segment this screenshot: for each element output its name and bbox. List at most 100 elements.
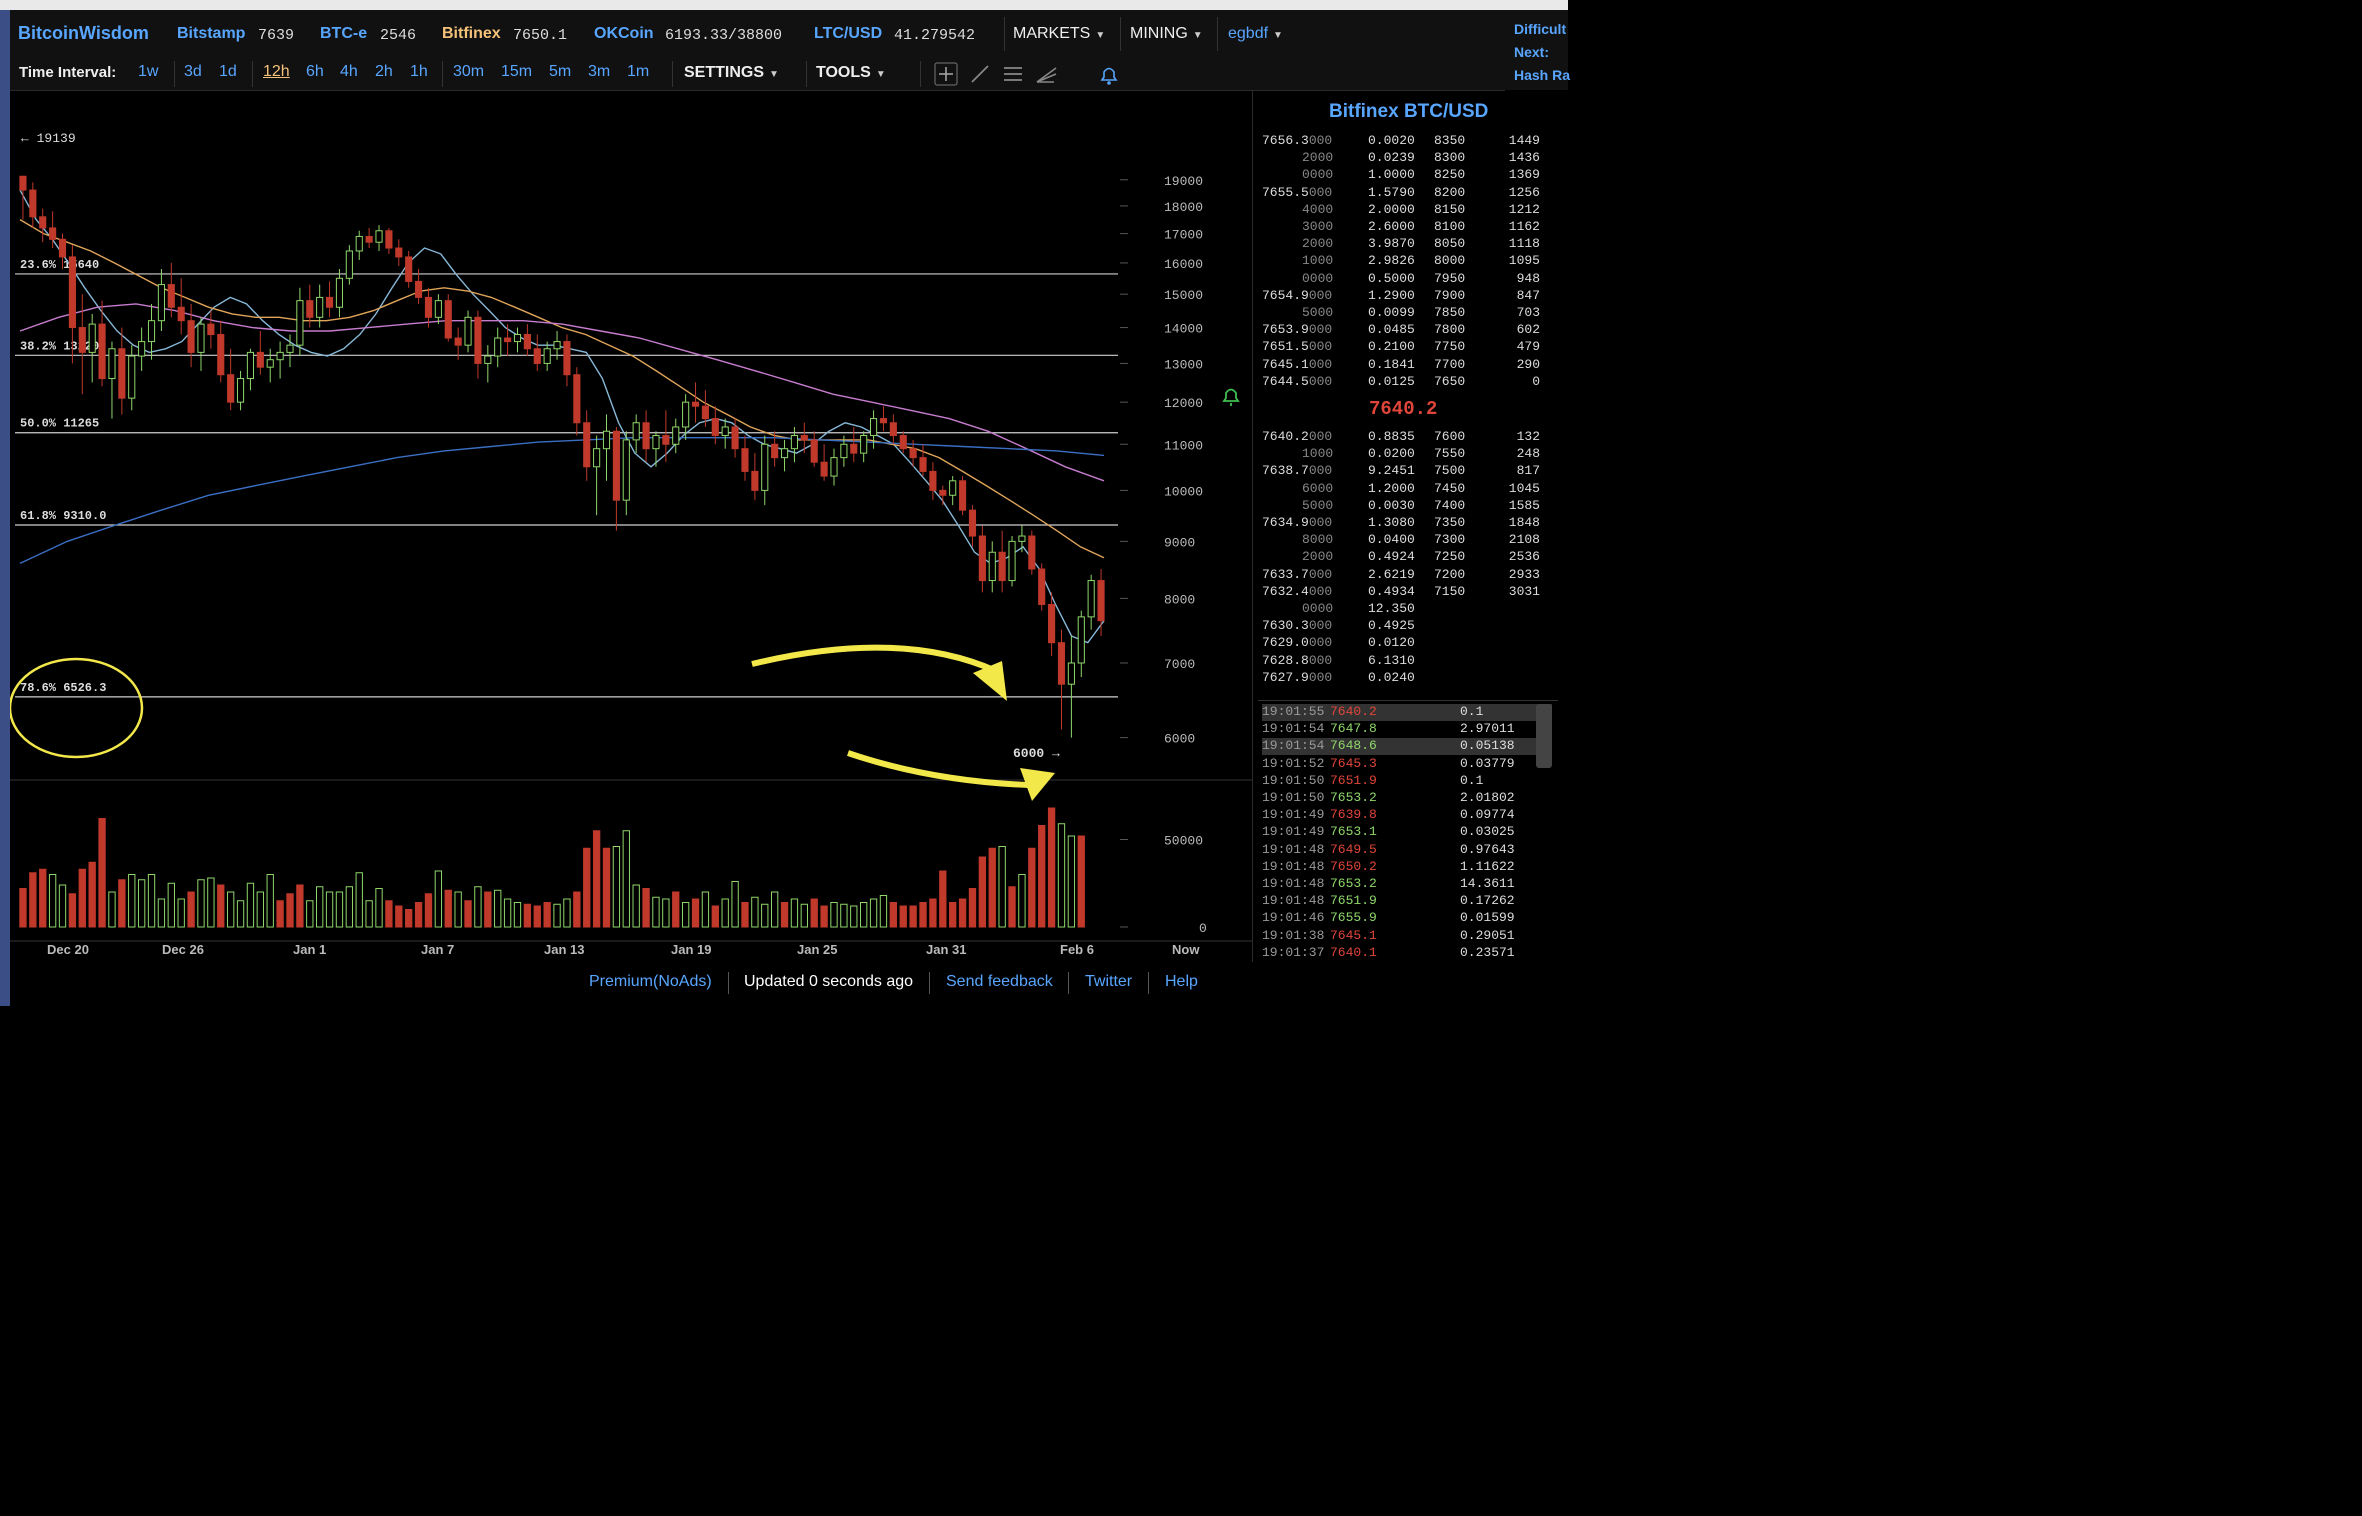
twitter-link[interactable]: Twitter: [1085, 973, 1133, 990]
interval-3d[interactable]: 3d: [184, 63, 202, 80]
interval-3m[interactable]: 3m: [588, 63, 611, 80]
orderbook-row[interactable]: 2000 3.9870 8050 1118: [1262, 236, 1542, 252]
candle-body: [1008, 540, 1016, 582]
exchange-okcoin-name[interactable]: OKCoin: [594, 25, 654, 42]
help-link[interactable]: Help: [1165, 973, 1198, 990]
orderbook-row[interactable]: 0000 0.5000 7950 948: [1262, 271, 1542, 287]
volume-bar: [1067, 835, 1076, 928]
orderbook-row[interactable]: 2000 0.0239 8300 1436: [1262, 150, 1542, 166]
line-tool-icon[interactable]: [971, 65, 989, 83]
volume-bar: [879, 895, 888, 928]
exchange-ltcusd-name[interactable]: LTC/USD: [814, 25, 883, 42]
difficulty-panel: [1505, 10, 1568, 90]
orderbook-row[interactable]: 0000 1.0000 8250 1369: [1262, 167, 1542, 183]
candle-body: [672, 426, 680, 445]
orderbook-row[interactable]: 2000 0.4924 7250 2536: [1262, 549, 1542, 565]
orderbook-row[interactable]: 4000 2.0000 8150 1212: [1262, 202, 1542, 218]
crosshair-icon[interactable]: [934, 62, 958, 86]
orderbook-row[interactable]: 8000 0.0400 7300 2108: [1262, 532, 1542, 548]
trade-row: 19:01:49 7653.1 0.03025: [1262, 824, 1552, 841]
volume-bar: [266, 874, 274, 928]
orderbook-price: 7627.9000: [1262, 670, 1332, 685]
user-menu[interactable]: egbdf ▼: [1228, 25, 1283, 42]
orderbook-row[interactable]: 3000 2.6000 8100 1162: [1262, 219, 1542, 235]
interval-1m[interactable]: 1m: [627, 63, 650, 80]
orderbook-row[interactable]: 5000 0.0030 7400 1585: [1262, 498, 1542, 514]
exchange-btce-name[interactable]: BTC-e: [320, 25, 368, 42]
price-chart[interactable]: 23.6% 15640 38.2% 13220 50.0% 11265 61.8% 9…: [10, 91, 1252, 962]
feedback-link[interactable]: Send feedback: [946, 973, 1053, 990]
interval-divider: [252, 61, 253, 87]
orderbook-row[interactable]: 7627.9000 0.0240: [1262, 670, 1542, 686]
trade-price: 7639.8: [1330, 807, 1377, 823]
depth-price-level: 7450: [1434, 480, 1466, 496]
interval-2h[interactable]: 2h: [375, 63, 393, 80]
interval-1w[interactable]: 1w: [138, 63, 159, 80]
markets-menu[interactable]: MARKETS ▼: [1013, 25, 1106, 42]
trade-row: 19:01:48 7651.9 0.17262: [1262, 893, 1552, 910]
orderbook-row[interactable]: 7638.7000 9.2451 7500 817: [1262, 463, 1542, 479]
volume-bar: [978, 856, 987, 928]
x-tick-label: Dec 20: [47, 942, 89, 957]
settings-menu[interactable]: SETTINGS ▼: [684, 64, 779, 81]
orderbook-row[interactable]: 7653.9000 0.0485 7800 602: [1262, 322, 1542, 338]
volume-bar: [721, 898, 729, 928]
orderbook-row[interactable]: 7651.5000 0.2100 7750 479: [1262, 339, 1542, 355]
interval-1h[interactable]: 1h: [410, 63, 428, 80]
orderbook-amount: 1.2900: [1368, 287, 1415, 303]
orderbook-row[interactable]: 7632.4000 0.4934 7150 3031: [1262, 584, 1542, 600]
footer-divider: [728, 972, 729, 994]
orderbook-row[interactable]: 1000 0.0200 7550 248: [1262, 446, 1542, 462]
alert-bell-marker-icon[interactable]: [1221, 386, 1241, 408]
volume-bar: [68, 893, 77, 928]
header-divider: [1217, 17, 1218, 51]
orderbook-row[interactable]: 7655.5000 1.5790 8200 1256: [1262, 185, 1542, 201]
orderbook-divider: [1252, 91, 1253, 962]
depth-price-level: 7850: [1434, 305, 1466, 320]
interval-15m[interactable]: 15m: [501, 63, 533, 80]
orderbook-row[interactable]: 1000 2.9826 8000 1095: [1262, 253, 1542, 269]
orderbook-row[interactable]: 7634.9000 1.3080 7350 1848: [1262, 515, 1542, 531]
trades-scrollbar[interactable]: [1536, 704, 1552, 768]
orderbook-row[interactable]: 0000 12.350: [1262, 601, 1542, 617]
y-tick-label: 17000: [1164, 228, 1203, 243]
orderbook-row[interactable]: 7633.7000 2.6219 7200 2933: [1262, 567, 1542, 583]
moving-average-line: [19, 437, 1105, 565]
interval-30m[interactable]: 30m: [453, 63, 485, 80]
exchange-bitfinex-name[interactable]: Bitfinex: [442, 25, 501, 42]
orderbook-amount: 0.4925: [1368, 618, 1415, 634]
premium-link[interactable]: Premium(NoAds): [589, 973, 712, 990]
interval-5m[interactable]: 5m: [549, 63, 572, 80]
interval-1d[interactable]: 1d: [219, 63, 237, 80]
volume-bar: [464, 900, 472, 928]
orderbook-row[interactable]: 7628.8000 6.1310: [1262, 653, 1542, 669]
orderbook-row[interactable]: 7645.1000 0.1841 7700 290: [1262, 357, 1542, 373]
toolbar-divider: [672, 61, 673, 87]
interval-12h[interactable]: 12h: [263, 63, 290, 80]
fib-fan-icon[interactable]: [1036, 67, 1057, 83]
candle-body: [464, 316, 472, 346]
trade-time: 19:01:55: [1262, 704, 1325, 719]
orderbook-row[interactable]: 6000 1.2000 7450 1045: [1262, 481, 1542, 497]
orderbook-row[interactable]: 7629.0000 0.0120: [1262, 635, 1542, 651]
orderbook-row[interactable]: 7654.9000 1.2900 7900 847: [1262, 288, 1542, 304]
volume-bar: [820, 905, 828, 928]
brand-logo[interactable]: BitcoinWisdom: [18, 23, 149, 43]
candle-body: [602, 430, 611, 450]
fib-level-label: 38.2% 13220: [20, 339, 99, 353]
tools-menu[interactable]: TOOLS ▼: [816, 64, 886, 81]
orderbook-row[interactable]: 7640.2000 0.8835 7600 132: [1262, 429, 1542, 445]
candle-body: [1067, 662, 1075, 685]
price-alert-bell-icon[interactable]: [1096, 62, 1122, 88]
interval-4h[interactable]: 4h: [340, 63, 358, 80]
interval-6h[interactable]: 6h: [306, 63, 324, 80]
annotation-arrowhead-upper: [973, 661, 1007, 701]
orderbook-row[interactable]: 5000 0.0099 7850 703: [1262, 305, 1542, 321]
orderbook-row[interactable]: 7630.3000 0.4925: [1262, 618, 1542, 634]
depth-price-level: 7950: [1434, 270, 1466, 286]
orderbook-row[interactable]: 7656.3000 0.0020 8350 1449: [1262, 133, 1542, 149]
orderbook-row[interactable]: 7644.5000 0.0125 7650 0: [1262, 374, 1542, 390]
exchange-bitstamp-name[interactable]: Bitstamp: [177, 25, 246, 42]
parallel-lines-icon[interactable]: [1004, 67, 1022, 81]
mining-menu[interactable]: MINING ▼: [1130, 25, 1203, 42]
